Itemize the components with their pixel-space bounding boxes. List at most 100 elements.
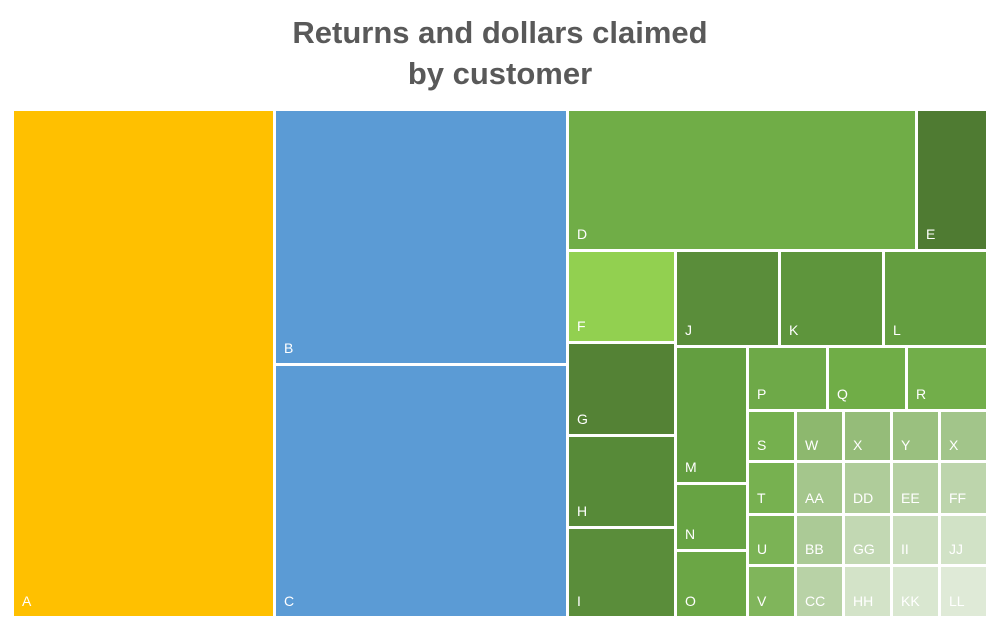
treemap-tile-rect bbox=[845, 567, 890, 616]
treemap-tile-label: K bbox=[789, 322, 799, 338]
treemap-tile-rect bbox=[941, 463, 986, 513]
treemap-tile-rect bbox=[893, 463, 938, 513]
treemap-tile-label: T bbox=[757, 490, 766, 506]
treemap-tile-label: X bbox=[949, 437, 959, 453]
treemap-tile-rect bbox=[749, 567, 794, 616]
treemap-tile: Q bbox=[829, 348, 905, 409]
treemap-tile-rect bbox=[845, 516, 890, 564]
treemap-tile-label: LL bbox=[949, 593, 965, 609]
treemap-tile-label: H bbox=[577, 503, 587, 519]
treemap-tile: X bbox=[941, 412, 986, 460]
treemap-tile-label: D bbox=[577, 226, 587, 242]
treemap-tile: V bbox=[749, 567, 794, 616]
treemap-tile-rect bbox=[797, 516, 842, 564]
treemap-tile: Y bbox=[893, 412, 938, 460]
treemap-tile-label: M bbox=[685, 459, 697, 475]
treemap-tile: B bbox=[276, 111, 566, 363]
treemap-tile: O bbox=[677, 552, 746, 616]
treemap-tile-rect bbox=[918, 111, 986, 249]
treemap-tile-rect bbox=[569, 111, 915, 249]
treemap-tile-rect bbox=[677, 252, 778, 345]
treemap-tile-rect bbox=[893, 516, 938, 564]
treemap-tile-rect bbox=[276, 366, 566, 616]
treemap-tile-label: KK bbox=[901, 593, 920, 609]
treemap-tile: J bbox=[677, 252, 778, 345]
treemap-tile: S bbox=[749, 412, 794, 460]
treemap-tile: AA bbox=[797, 463, 842, 513]
treemap-tile-rect bbox=[276, 111, 566, 363]
treemap-tile-label: HH bbox=[853, 593, 873, 609]
treemap-tile-rect bbox=[893, 567, 938, 616]
treemap-tile-label: GG bbox=[853, 541, 875, 557]
treemap-tile: W bbox=[797, 412, 842, 460]
treemap-tile-rect bbox=[569, 529, 674, 616]
treemap-tile-rect bbox=[845, 412, 890, 460]
treemap-tile: P bbox=[749, 348, 826, 409]
treemap-tile: M bbox=[677, 348, 746, 482]
treemap-tile-rect bbox=[941, 516, 986, 564]
treemap-tile-rect bbox=[14, 111, 273, 616]
treemap-tile-label: C bbox=[284, 593, 294, 609]
treemap-tile-rect bbox=[797, 463, 842, 513]
chart-title-line-1: Returns and dollars claimed bbox=[292, 15, 708, 50]
treemap-tile: CC bbox=[797, 567, 842, 616]
treemap-tile-rect bbox=[941, 567, 986, 616]
treemap-tile-label: DD bbox=[853, 490, 873, 506]
treemap-tile-rect bbox=[749, 516, 794, 564]
treemap-tile-label: E bbox=[926, 226, 935, 242]
treemap-tile-label: F bbox=[577, 318, 586, 334]
treemap-tile-rect bbox=[797, 412, 842, 460]
chart-title: Returns and dollars claimed by customer bbox=[0, 12, 1000, 94]
treemap-tile-label: S bbox=[757, 437, 766, 453]
treemap-tile-rect bbox=[677, 348, 746, 482]
treemap-tile-label: FF bbox=[949, 490, 966, 506]
treemap-tile-rect bbox=[569, 344, 674, 434]
treemap-tile-label: W bbox=[805, 437, 819, 453]
treemap-tile-label: AA bbox=[805, 490, 824, 506]
treemap-tile: JJ bbox=[941, 516, 986, 564]
treemap-tile-label: II bbox=[901, 541, 909, 557]
treemap-tile: T bbox=[749, 463, 794, 513]
treemap-tile: D bbox=[569, 111, 915, 249]
treemap-tile: E bbox=[918, 111, 986, 249]
treemap-tile-rect bbox=[893, 412, 938, 460]
treemap-tile-label: J bbox=[685, 322, 692, 338]
treemap-tile-label: JJ bbox=[949, 541, 963, 557]
treemap-tile-label: B bbox=[284, 340, 293, 356]
treemap-tile: R bbox=[908, 348, 986, 409]
treemap-tile-rect bbox=[908, 348, 986, 409]
treemap-tile-rect bbox=[677, 485, 746, 549]
treemap-tile-rect bbox=[781, 252, 882, 345]
treemap-tile-label: V bbox=[757, 593, 767, 609]
treemap-tile: I bbox=[569, 529, 674, 616]
treemap-tile-label: EE bbox=[901, 490, 920, 506]
treemap-tile: EE bbox=[893, 463, 938, 513]
treemap-tile-label: X bbox=[853, 437, 863, 453]
treemap-tile-label: I bbox=[577, 593, 581, 609]
treemap-tile: U bbox=[749, 516, 794, 564]
treemap-tile-rect bbox=[749, 412, 794, 460]
treemap-tile-rect bbox=[749, 463, 794, 513]
treemap-tile-rect bbox=[829, 348, 905, 409]
treemap-tile-label: G bbox=[577, 411, 588, 427]
treemap-tile: FF bbox=[941, 463, 986, 513]
treemap-tile-rect bbox=[845, 463, 890, 513]
treemap-tile-rect bbox=[941, 412, 986, 460]
treemap-tile-rect bbox=[677, 552, 746, 616]
treemap-tile: N bbox=[677, 485, 746, 549]
treemap-tile-label: N bbox=[685, 526, 695, 542]
treemap-tile-label: Y bbox=[901, 437, 911, 453]
treemap-tile: LL bbox=[941, 567, 986, 616]
treemap-tile: DD bbox=[845, 463, 890, 513]
treemap-tile: G bbox=[569, 344, 674, 434]
treemap-tile: II bbox=[893, 516, 938, 564]
treemap-tile-label: U bbox=[757, 541, 767, 557]
treemap-tile: GG bbox=[845, 516, 890, 564]
treemap-tile: L bbox=[885, 252, 986, 345]
treemap-tile-label: Q bbox=[837, 386, 848, 402]
treemap-tile: H bbox=[569, 437, 674, 526]
treemap-tile: A bbox=[14, 111, 273, 616]
treemap-tile-label: BB bbox=[805, 541, 824, 557]
treemap-tile: HH bbox=[845, 567, 890, 616]
